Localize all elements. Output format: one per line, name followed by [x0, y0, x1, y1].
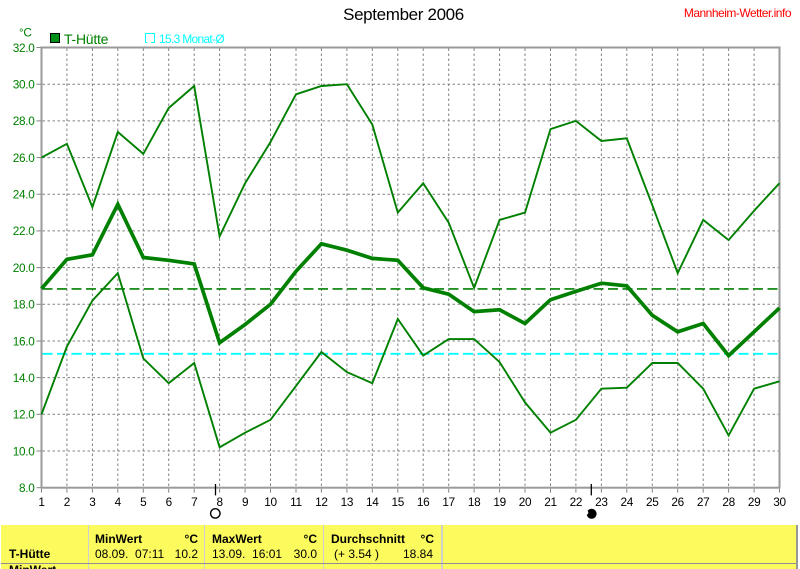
- svg-text:30.0: 30.0: [13, 78, 35, 92]
- svg-text:°C: °C: [19, 26, 32, 40]
- svg-text:20: 20: [519, 495, 532, 509]
- svg-text:8: 8: [216, 495, 223, 509]
- svg-text:16.0: 16.0: [13, 334, 35, 348]
- svg-text:30: 30: [773, 495, 786, 509]
- svg-text:16: 16: [417, 495, 430, 509]
- svg-text:26.0: 26.0: [13, 151, 35, 165]
- svg-text:14: 14: [366, 495, 379, 509]
- svg-text:15: 15: [392, 495, 405, 509]
- svg-text:5: 5: [140, 495, 147, 509]
- svg-text:3: 3: [89, 495, 96, 509]
- svg-text:8.0: 8.0: [19, 481, 35, 495]
- svg-text:19: 19: [493, 495, 506, 509]
- svg-text:29: 29: [748, 495, 761, 509]
- svg-text:24: 24: [621, 495, 634, 509]
- svg-text:13: 13: [341, 495, 354, 509]
- svg-text:18: 18: [468, 495, 481, 509]
- svg-text:2: 2: [64, 495, 70, 509]
- svg-text:28.0: 28.0: [13, 114, 35, 128]
- svg-text:7: 7: [191, 495, 197, 509]
- svg-text:12.0: 12.0: [13, 408, 35, 422]
- svg-text:32.0: 32.0: [13, 41, 35, 55]
- svg-text:4: 4: [115, 495, 122, 509]
- svg-text:11: 11: [290, 495, 302, 509]
- svg-text:22: 22: [570, 495, 583, 509]
- svg-text:28: 28: [722, 495, 735, 509]
- svg-text:26: 26: [671, 495, 684, 509]
- svg-text:9: 9: [242, 495, 248, 509]
- svg-text:27: 27: [697, 495, 710, 509]
- svg-text:24.0: 24.0: [13, 188, 35, 202]
- svg-text:10: 10: [264, 495, 277, 509]
- svg-text:14.0: 14.0: [13, 371, 35, 385]
- svg-text:10.0: 10.0: [13, 444, 35, 458]
- svg-text:17: 17: [442, 495, 455, 509]
- svg-text:25: 25: [646, 495, 659, 509]
- svg-text:18.0: 18.0: [13, 298, 35, 312]
- svg-text:20.0: 20.0: [13, 261, 35, 275]
- svg-text:12: 12: [315, 495, 328, 509]
- svg-text:21: 21: [544, 495, 557, 509]
- svg-text:22.0: 22.0: [13, 224, 35, 238]
- svg-text:1: 1: [38, 495, 44, 509]
- svg-text:6: 6: [166, 495, 173, 509]
- svg-text:23: 23: [595, 495, 608, 509]
